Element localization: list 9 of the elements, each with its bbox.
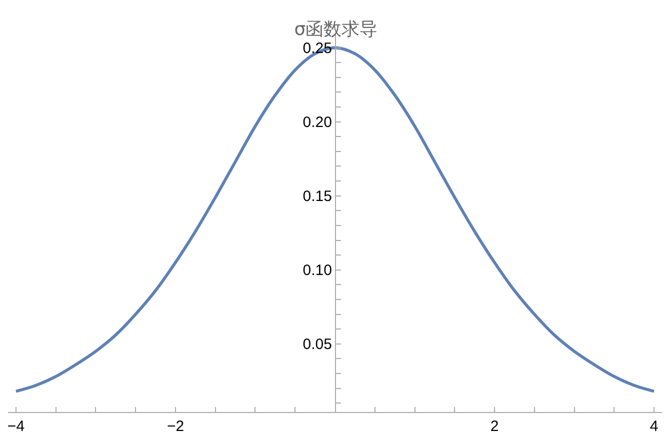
y-tick-label: 0.10 [302,262,332,280]
x-tick-label: 2 [490,418,499,435]
y-tick-label: 0.05 [302,336,332,354]
x-tick-label: 4 [650,418,658,435]
y-tick-label: 0.20 [302,114,332,132]
y-tick-label: 0.15 [302,188,332,206]
chart-title: σ函数求导 [294,18,378,40]
x-tick-label: −2 [166,418,184,435]
x-tick-label: −4 [7,418,25,435]
